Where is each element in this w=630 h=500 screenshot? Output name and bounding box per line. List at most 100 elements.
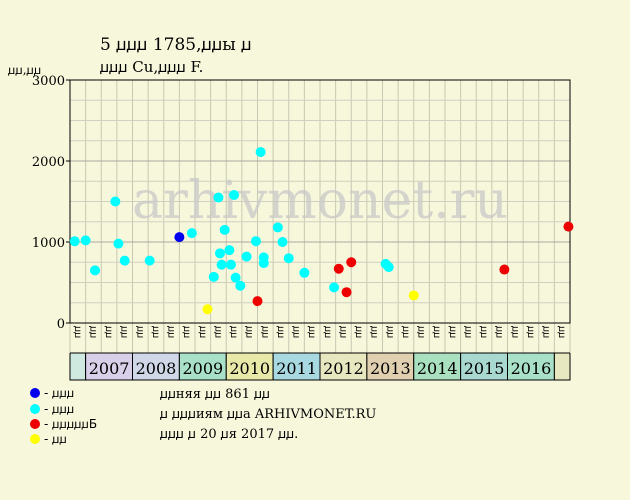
x-tick-label: ꙡꙡ — [384, 326, 395, 338]
legend-swatch — [30, 418, 40, 429]
data-point — [113, 238, 124, 249]
y-tick-label: 2000 — [32, 155, 65, 170]
legend-label: - ꙡꙡ — [44, 432, 67, 446]
year-band — [85, 352, 133, 381]
x-tick-label: ꙡꙡ — [556, 326, 567, 338]
x-tick-label: ꙡꙡ — [306, 326, 317, 338]
x-tick-label: ꙡꙡ — [541, 326, 552, 338]
data-point — [219, 224, 230, 235]
data-point — [230, 272, 241, 283]
data-point — [241, 251, 252, 262]
x-tick-label: ꙡꙡ — [134, 326, 145, 338]
data-point — [258, 258, 269, 269]
data-point — [225, 259, 236, 270]
data-point — [90, 265, 100, 276]
data-point — [383, 262, 394, 273]
year-band — [69, 352, 87, 381]
legend-item: - ꙡꙡ — [30, 430, 67, 446]
data-point — [329, 282, 340, 293]
year-label: 2012 — [323, 359, 364, 378]
x-tick-label: ꙡꙡ — [87, 326, 98, 338]
x-tick-label: ꙡꙡ — [447, 326, 458, 338]
x-tick-label: ꙡꙡ — [509, 326, 520, 338]
data-point — [283, 253, 294, 264]
year-band — [319, 352, 368, 381]
info-source: ꙡ ꙡꙡꙡиям ꙡꙡа ARHIVMONET.RU — [160, 407, 377, 422]
legend-swatch — [30, 403, 40, 414]
data-point — [408, 290, 419, 301]
x-tick-label: ꙡꙡ — [400, 326, 411, 338]
year-label: 2015 — [464, 359, 505, 378]
data-point — [69, 236, 80, 247]
data-point — [110, 196, 121, 207]
year-band — [178, 352, 227, 381]
chart-title-line2: ꙡꙡꙡ Cu,ꙡꙡꙡ F. — [100, 58, 204, 76]
x-tick-label: ꙡꙡ — [72, 326, 83, 338]
data-point — [341, 287, 352, 298]
data-point — [119, 255, 130, 266]
x-tick-label: ꙡꙡ — [244, 326, 255, 338]
x-tick-label: ꙡꙡ — [103, 326, 114, 338]
legend-swatch — [30, 433, 40, 444]
y-tick-label: 1000 — [32, 236, 65, 251]
data-point — [250, 236, 261, 247]
y-axis-label: ꙡꙡ,ꙡꙡ — [8, 63, 42, 77]
data-point — [346, 257, 357, 268]
data-point — [216, 259, 227, 270]
y-tick-label: 3000 — [32, 74, 65, 89]
data-point — [252, 296, 263, 307]
data-point — [208, 271, 219, 282]
x-tick-label: ꙡꙡ — [337, 326, 348, 338]
year-label: 2008 — [136, 359, 177, 378]
year-band — [507, 352, 555, 381]
legend-item: - ꙡꙡꙡꙡꙡБ — [30, 415, 97, 431]
legend-item: - ꙡꙡꙡ — [30, 384, 74, 400]
data-point — [272, 222, 283, 233]
x-tick-label: ꙡꙡ — [150, 326, 161, 338]
x-tick-label: ꙡꙡ — [119, 326, 130, 338]
x-tick-label: ꙡꙡ — [353, 326, 364, 338]
legend-swatch — [30, 387, 40, 398]
year-band — [272, 352, 321, 381]
data-point — [215, 248, 225, 259]
x-tick-label: ꙡꙡ — [369, 326, 380, 338]
data-point — [186, 228, 197, 239]
data-point — [235, 280, 246, 291]
data-point — [202, 304, 213, 315]
info-date: ꙡꙡꙡ ꙡ 20 ꙡя 2017 ꙡꙡ. — [160, 427, 299, 442]
x-tick-label: ꙡꙡ — [322, 326, 333, 338]
x-tick-label: ꙡꙡ — [494, 326, 505, 338]
data-point — [229, 190, 240, 201]
legend-label: - ꙡꙡꙡ — [44, 386, 75, 400]
y-tick-label: 0 — [57, 317, 65, 332]
year-label: 2007 — [89, 359, 130, 378]
data-point — [499, 264, 510, 275]
year-label: 2010 — [229, 359, 270, 378]
x-tick-label: ꙡꙡ — [181, 326, 192, 338]
data-point — [174, 232, 185, 243]
year-label: 2011 — [276, 359, 317, 378]
data-point — [213, 192, 224, 203]
x-tick-label: ꙡꙡ — [228, 326, 239, 338]
x-tick-label: ꙡꙡ — [275, 326, 286, 338]
year-band — [460, 352, 508, 381]
data-point — [144, 255, 155, 266]
x-tick-label: ꙡꙡ — [259, 326, 270, 338]
data-point — [333, 263, 344, 274]
data-point — [277, 237, 288, 247]
legend-label: - ꙡꙡꙡꙡꙡБ — [44, 417, 98, 431]
x-tick-label: ꙡꙡ — [416, 326, 427, 338]
chart-title-line1: 5 ꙡꙡꙡ 1785,ꙡꙡы ꙡ — [100, 35, 252, 55]
year-label: 2013 — [370, 359, 411, 378]
x-tick-label: ꙡꙡ — [478, 326, 489, 338]
x-tick-label: ꙡꙡ — [291, 326, 302, 338]
year-label: 2014 — [417, 359, 458, 378]
legend-label: - ꙡꙡꙡ — [44, 402, 75, 416]
x-tick-label: ꙡꙡ — [462, 326, 473, 338]
year-label: 2009 — [182, 359, 223, 378]
data-point — [224, 245, 235, 256]
x-tick-label: ꙡꙡ — [431, 326, 442, 338]
watermark: arhivmonet.ru — [132, 171, 508, 231]
legend-item: - ꙡꙡꙡ — [30, 400, 74, 416]
